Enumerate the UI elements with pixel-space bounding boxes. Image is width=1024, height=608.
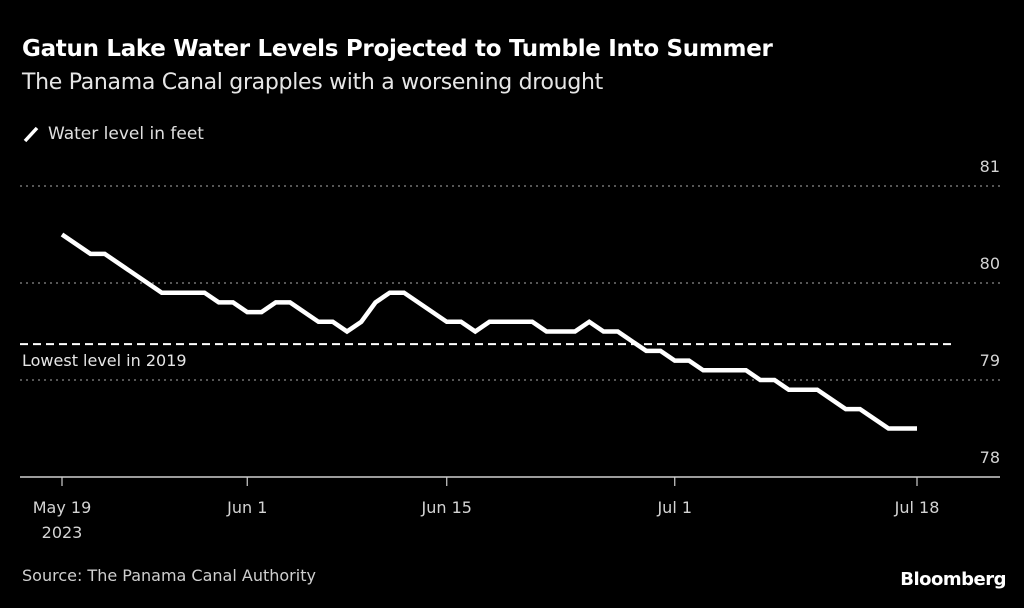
bloomberg-logo: Bloomberg xyxy=(900,569,1006,590)
series-line-water-level xyxy=(60,232,917,431)
y-tick-label: 79 xyxy=(980,351,1000,370)
x-tick-label: Jul 18 xyxy=(894,498,940,517)
x-tick-labels: May 19 2023 Jun 1 Jun 15 Jul 1 Jul 18 xyxy=(33,498,940,542)
reference-line-group: Lowest level in 2019 xyxy=(20,343,955,370)
reference-line-label: Lowest level in 2019 xyxy=(22,351,187,370)
x-tick-label: Jun 15 xyxy=(421,498,472,517)
line-swatch-icon xyxy=(23,126,39,143)
series-line-group xyxy=(60,232,917,431)
y-tick-label: 80 xyxy=(980,254,1000,273)
y-axis: 78 79 80 81 xyxy=(980,157,1000,467)
legend: Water level in feet xyxy=(22,124,204,144)
x-tick-label: May 19 xyxy=(33,498,92,517)
source-note: Source: The Panama Canal Authority xyxy=(22,566,316,585)
x-tick-label: Jun 1 xyxy=(226,498,267,517)
legend-label: Water level in feet xyxy=(48,124,204,144)
y-tick-label: 81 xyxy=(980,157,1000,176)
gridlines xyxy=(20,185,1000,381)
y-tick-label: 78 xyxy=(980,448,1000,467)
x-axis xyxy=(20,476,1000,486)
chart-title: Gatun Lake Water Levels Projected to Tum… xyxy=(22,36,773,62)
x-tick-label: Jul 1 xyxy=(656,498,692,517)
chart-subtitle: The Panama Canal grapples with a worseni… xyxy=(22,70,603,95)
x-tick-label: 2023 xyxy=(42,523,83,542)
